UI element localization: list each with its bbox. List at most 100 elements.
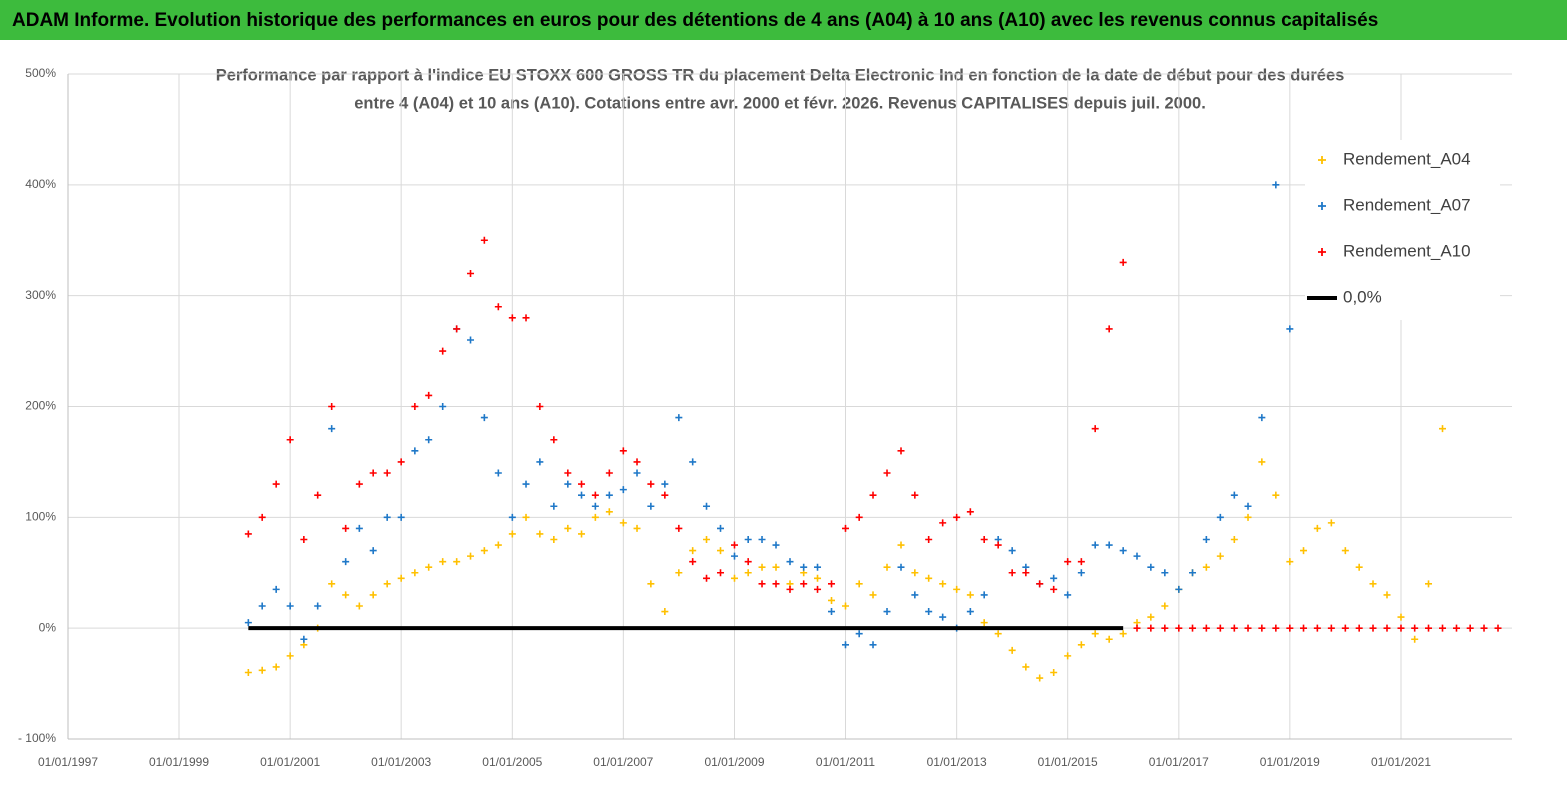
point <box>1313 624 1321 632</box>
legend-swatch <box>1318 202 1326 210</box>
x-tick-label: 01/01/2011 <box>816 755 875 769</box>
point <box>1286 558 1294 566</box>
point <box>828 580 836 588</box>
point <box>369 591 377 599</box>
point <box>411 403 419 410</box>
point <box>1355 624 1363 632</box>
point <box>911 569 919 577</box>
point <box>1258 458 1266 466</box>
point <box>591 502 599 510</box>
point <box>494 469 502 477</box>
point <box>1397 613 1405 621</box>
point <box>730 541 738 549</box>
point <box>689 547 697 555</box>
point <box>494 303 502 311</box>
point <box>994 630 1002 638</box>
point <box>828 608 836 616</box>
point <box>425 436 433 444</box>
point <box>1439 624 1447 632</box>
legend-swatch <box>1318 248 1326 256</box>
point <box>342 524 350 532</box>
x-tick-label: 01/01/2005 <box>482 755 542 769</box>
x-tick-label: 01/01/2003 <box>371 755 431 769</box>
point <box>647 502 655 510</box>
point <box>703 536 711 543</box>
point <box>1036 674 1044 682</box>
point <box>869 641 877 649</box>
point <box>730 574 738 582</box>
point <box>939 613 947 621</box>
point <box>258 513 266 521</box>
point <box>661 608 669 616</box>
point <box>1202 536 1210 543</box>
point <box>925 536 933 543</box>
point <box>383 580 391 588</box>
point <box>1313 524 1321 532</box>
point <box>1244 624 1252 632</box>
point <box>508 530 516 538</box>
point <box>1147 613 1155 621</box>
point <box>439 403 447 410</box>
point <box>467 552 475 560</box>
point <box>1050 669 1058 676</box>
point <box>1008 569 1016 577</box>
point <box>564 524 572 532</box>
legend-swatch <box>1318 156 1326 164</box>
point <box>355 602 363 610</box>
point <box>425 391 433 399</box>
point <box>1119 258 1127 266</box>
y-tick-label: - 100% <box>18 731 56 745</box>
x-tick-label: 01/01/1999 <box>149 755 209 769</box>
point <box>300 536 308 543</box>
point <box>1161 569 1169 577</box>
point <box>744 536 752 543</box>
point <box>397 574 405 582</box>
point <box>1272 624 1280 632</box>
y-tick-label: 500% <box>25 66 56 80</box>
point <box>689 458 697 466</box>
point <box>1064 591 1072 599</box>
point <box>522 513 530 521</box>
point <box>1105 325 1113 333</box>
point <box>675 414 683 422</box>
point <box>1133 552 1141 560</box>
point <box>1230 536 1238 543</box>
point <box>578 480 586 488</box>
point <box>453 558 461 566</box>
point <box>591 513 599 521</box>
x-tick-label: 01/01/2015 <box>1038 755 1098 769</box>
point <box>1327 624 1335 632</box>
point <box>439 558 447 566</box>
point <box>244 619 252 627</box>
point <box>633 524 641 532</box>
x-tick-label: 01/01/2007 <box>593 755 653 769</box>
point <box>1161 624 1169 632</box>
point <box>258 602 266 610</box>
point <box>244 530 252 538</box>
point <box>1105 541 1113 549</box>
point <box>717 569 725 577</box>
point <box>619 519 627 527</box>
point <box>411 569 419 577</box>
point <box>314 602 322 610</box>
point <box>758 536 766 543</box>
point <box>1425 624 1433 632</box>
point <box>1466 624 1474 632</box>
point <box>342 591 350 599</box>
point <box>619 486 627 494</box>
point <box>425 563 433 571</box>
point <box>480 547 488 555</box>
point <box>536 458 544 466</box>
point <box>619 447 627 455</box>
legend-label: Rendement_A04 <box>1343 149 1471 168</box>
point <box>675 569 683 577</box>
point <box>550 502 558 510</box>
x-tick-label: 01/01/2009 <box>704 755 764 769</box>
point <box>508 513 516 521</box>
point <box>772 541 780 549</box>
point <box>1175 624 1183 632</box>
point <box>661 491 669 499</box>
point <box>369 547 377 555</box>
point <box>467 270 475 277</box>
